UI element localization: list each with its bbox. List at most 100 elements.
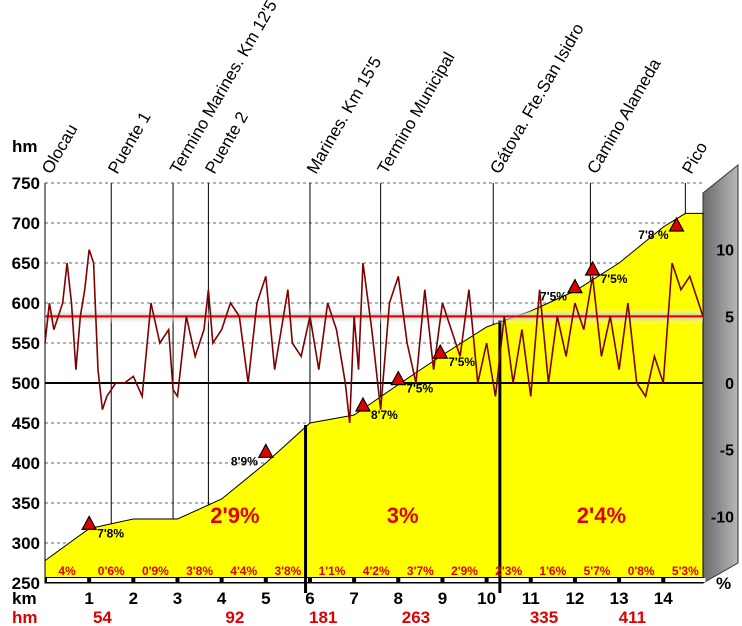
waypoint-label: Gátova. Fte.San Isidro — [486, 20, 588, 177]
hm-row-label: hm — [12, 608, 38, 626]
hm-value: 54 — [93, 608, 112, 626]
right-tick-label: 5 — [725, 309, 734, 326]
km-band-segment — [311, 578, 353, 582]
x-tick-label: 2 — [129, 589, 138, 608]
km-band-segment — [91, 578, 132, 582]
km-gradient-label: 3'8% — [186, 564, 213, 578]
km-band-segment — [444, 578, 485, 582]
y-tick-label: 350 — [12, 494, 40, 513]
x-tick-label: 14 — [654, 589, 673, 608]
waypoint-label: Pico — [678, 139, 711, 177]
waypoint-label: Olocau — [38, 121, 81, 177]
km-gradient-label: 3'8% — [274, 564, 301, 578]
km-gradient-label: 2'9% — [451, 564, 478, 578]
hm-value: 263 — [402, 608, 430, 626]
waypoint-label: Marines. Km 15'5 — [303, 53, 385, 177]
km-gradient-label: 1'1% — [319, 564, 346, 578]
x-tick-label: 1 — [84, 589, 93, 608]
x-tick-label: 3 — [173, 589, 182, 608]
x-tick-label: 13 — [610, 589, 629, 608]
km-gradient-label: 0'8% — [628, 564, 655, 578]
km-gradient-label: 0'9% — [142, 564, 169, 578]
y-tick-label: 450 — [12, 414, 40, 433]
km-band-segment — [621, 578, 662, 582]
peak-label: 8'7% — [371, 408, 398, 422]
hm-value: 335 — [530, 608, 558, 626]
km-band-segment — [267, 578, 308, 582]
waypoint-label: Camino Alameda — [583, 55, 664, 177]
peak-label: 7'5% — [406, 382, 433, 396]
markers-layer — [81, 216, 685, 531]
peak-triangle — [390, 370, 407, 386]
right-tick-label: 0 — [725, 376, 734, 393]
km-band-segment — [532, 578, 573, 582]
peak-label: 7'5% — [601, 272, 628, 286]
hm-value: 92 — [225, 608, 244, 626]
y-unit-label: hm — [12, 137, 38, 156]
right-unit-label: % — [716, 574, 731, 593]
segment-label: 2'9% — [210, 503, 259, 528]
y-tick-label: 300 — [12, 534, 40, 553]
peak-triangle — [257, 443, 274, 458]
x-tick-label: 11 — [522, 589, 540, 608]
km-band-segment — [47, 578, 88, 582]
waypoint-label: Termino Municipal — [374, 49, 459, 177]
x-unit-label: km — [12, 589, 37, 608]
right-tick-label: -10 — [711, 509, 734, 526]
y-tick-label: 700 — [12, 214, 40, 233]
x-tick-label: 8 — [394, 589, 403, 608]
x-tick-label: 12 — [565, 589, 584, 608]
peak-label: 7'8 % — [638, 228, 669, 242]
elevation-area — [44, 212, 704, 584]
km-gradient-label: 2'3% — [495, 564, 522, 578]
y-tick-label: 600 — [12, 294, 40, 313]
km-band-segment — [135, 578, 176, 582]
km-band-segment — [400, 578, 441, 582]
km-gradient-label: 4'4% — [230, 564, 257, 578]
waypoint-label: Puente 1 — [104, 109, 154, 177]
km-band-segment — [488, 578, 529, 582]
y-tick-label: 750 — [12, 174, 40, 193]
km-gradient-label: 0'6% — [98, 564, 125, 578]
segment-label: 3% — [387, 503, 419, 528]
y-tick-label: 500 — [12, 374, 40, 393]
y-tick-label: 550 — [12, 334, 40, 353]
km-band-segment — [576, 578, 618, 582]
peak-label: 7'8% — [97, 526, 124, 540]
km-gradient-label: 4'2% — [363, 564, 390, 578]
y-tick-label: 250 — [12, 574, 40, 593]
peak-triangle — [668, 216, 685, 232]
km-band-segment — [356, 578, 397, 582]
elevation-area-layer — [44, 212, 706, 584]
peak-label: 7'5% — [540, 290, 567, 304]
km-band-segment — [179, 578, 220, 582]
right-tick-label: -5 — [720, 443, 734, 460]
gradient-layer — [44, 249, 704, 424]
vertical-lines-layer — [44, 183, 686, 593]
hm-value: 181 — [309, 608, 337, 626]
km-gradient-label: 5'7% — [584, 564, 611, 578]
x-tick-label: 7 — [349, 589, 358, 608]
km-band-segment — [223, 578, 264, 582]
km-gradient-label: 3'7% — [407, 564, 434, 578]
km-gradient-label: 1'6% — [539, 564, 566, 578]
km-gradient-label: 5'3% — [672, 564, 699, 578]
x-tick-label: 10 — [477, 589, 496, 608]
segment-label: 2'4% — [577, 503, 626, 528]
peak-triangle — [354, 396, 371, 412]
y-tick-label: 400 — [12, 454, 40, 473]
x-tick-label: 5 — [261, 589, 270, 608]
km-gradient-label: 4% — [58, 564, 76, 578]
peak-triangle — [566, 278, 583, 294]
peak-triangle — [81, 515, 98, 531]
gradient-line — [44, 249, 704, 424]
x-tick-label: 6 — [305, 589, 314, 608]
x-tick-label: 9 — [438, 589, 447, 608]
right-tick-label: 10 — [716, 243, 734, 260]
peak-label: 7'5% — [448, 355, 475, 369]
hm-value: 411 — [619, 608, 646, 626]
x-tick-label: 4 — [217, 589, 227, 608]
peak-triangle — [432, 343, 449, 359]
peak-triangle — [584, 260, 601, 276]
